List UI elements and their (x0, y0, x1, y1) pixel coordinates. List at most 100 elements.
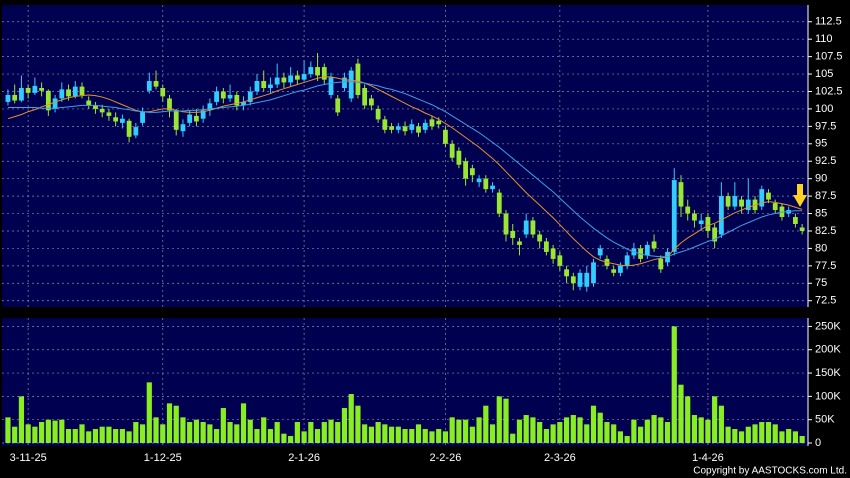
candle-body (490, 185, 495, 190)
candle-body (368, 98, 374, 106)
volume-bar (671, 326, 677, 444)
volume-bar (483, 405, 489, 444)
candle-body (173, 110, 179, 130)
candle-body (294, 75, 300, 80)
candle-body (678, 182, 684, 207)
candle-body (476, 178, 482, 183)
volume-bar (180, 417, 186, 444)
candle-body (597, 248, 603, 256)
candle-body (429, 119, 435, 127)
candle-body (321, 67, 327, 80)
y-tick-label: 85 (815, 207, 827, 219)
volume-bar (496, 396, 502, 444)
volume-bar (543, 429, 549, 444)
volume-bar (712, 396, 718, 444)
candle-body (422, 122, 428, 130)
volume-bar (274, 422, 280, 444)
volume-bar (442, 431, 449, 444)
marker-arrow (793, 184, 807, 207)
volume-bar (590, 405, 597, 444)
candle-body (543, 241, 549, 252)
volume-bar (644, 419, 650, 444)
volume-bar (691, 415, 698, 444)
candle-body (32, 85, 38, 93)
candle-body (187, 114, 193, 123)
candle-body (772, 203, 778, 211)
y-tick-label: 87.5 (815, 190, 836, 202)
candle-body (416, 126, 421, 133)
candle-body (335, 98, 341, 113)
volume-bar (234, 424, 240, 444)
volume-bar (375, 422, 381, 444)
volume-bar (503, 398, 509, 444)
volume-bar (678, 384, 684, 444)
candle-body (799, 227, 805, 231)
volume-bar (341, 408, 348, 444)
volume-bar (45, 419, 51, 444)
candle-body (766, 192, 771, 200)
y-tick-label: 150K (815, 367, 841, 379)
candle-body (39, 87, 45, 91)
candle-body (591, 262, 596, 284)
candle-body (443, 129, 448, 144)
volume-bar (146, 382, 152, 444)
volume-bar (25, 424, 31, 444)
candle-body (214, 91, 220, 102)
volume-bar (779, 431, 785, 444)
volume-bar (166, 403, 173, 444)
volume-bar (516, 419, 523, 444)
volume-bar (510, 433, 516, 444)
volume-bar (584, 424, 590, 444)
candle-body (692, 213, 697, 221)
candle-body (66, 89, 71, 97)
candle-body (644, 244, 650, 256)
volume-bar (577, 417, 583, 444)
candle-body (133, 127, 139, 136)
volume-bar (597, 412, 603, 444)
volume-bar (52, 420, 58, 444)
candle-body (618, 265, 623, 273)
candle-body (611, 269, 617, 273)
y-tick-label: 50K (815, 414, 835, 426)
candle-body (705, 217, 711, 231)
volume-bar (113, 429, 119, 444)
volume-bar (362, 424, 368, 444)
volume-bar (718, 405, 724, 444)
volume-bar (214, 429, 220, 444)
y-tick-label: 100 (815, 103, 833, 115)
volume-bar (799, 436, 805, 444)
candle-body (227, 94, 233, 99)
volume-bar (153, 417, 159, 444)
volume-bar (240, 403, 247, 444)
volume-bar (476, 417, 482, 444)
volume-bar (436, 429, 442, 444)
candle-body (570, 276, 576, 284)
candle-body (651, 241, 657, 249)
volume-bar (348, 394, 354, 444)
volume-bar (72, 429, 78, 444)
volume-bar (382, 424, 388, 444)
volume-bar (301, 431, 307, 444)
volume-bar (449, 417, 455, 444)
y-tick-label: 75 (815, 277, 827, 289)
volume-bar (523, 415, 529, 444)
volume-bar (738, 431, 745, 444)
volume-bar (624, 436, 630, 444)
volume-bar (698, 417, 704, 444)
volume-bar (18, 396, 25, 444)
copyright: Copyright by AASTOCKS.com Ltd. (693, 466, 847, 477)
candle-body (793, 217, 798, 225)
candle-body (712, 227, 718, 242)
candle-body (140, 111, 145, 123)
x-tick-label: 1-12-25 (144, 452, 182, 464)
candle-body (254, 81, 260, 92)
candle-body (671, 180, 677, 252)
y-tick-label: 112.5 (815, 16, 842, 28)
volume-bar (456, 419, 462, 444)
candle-body (718, 196, 724, 235)
y-tick-label: 80 (815, 242, 827, 254)
volume-bar (139, 424, 146, 444)
y-tick-label: 95 (815, 138, 827, 150)
candle-body (45, 90, 51, 111)
